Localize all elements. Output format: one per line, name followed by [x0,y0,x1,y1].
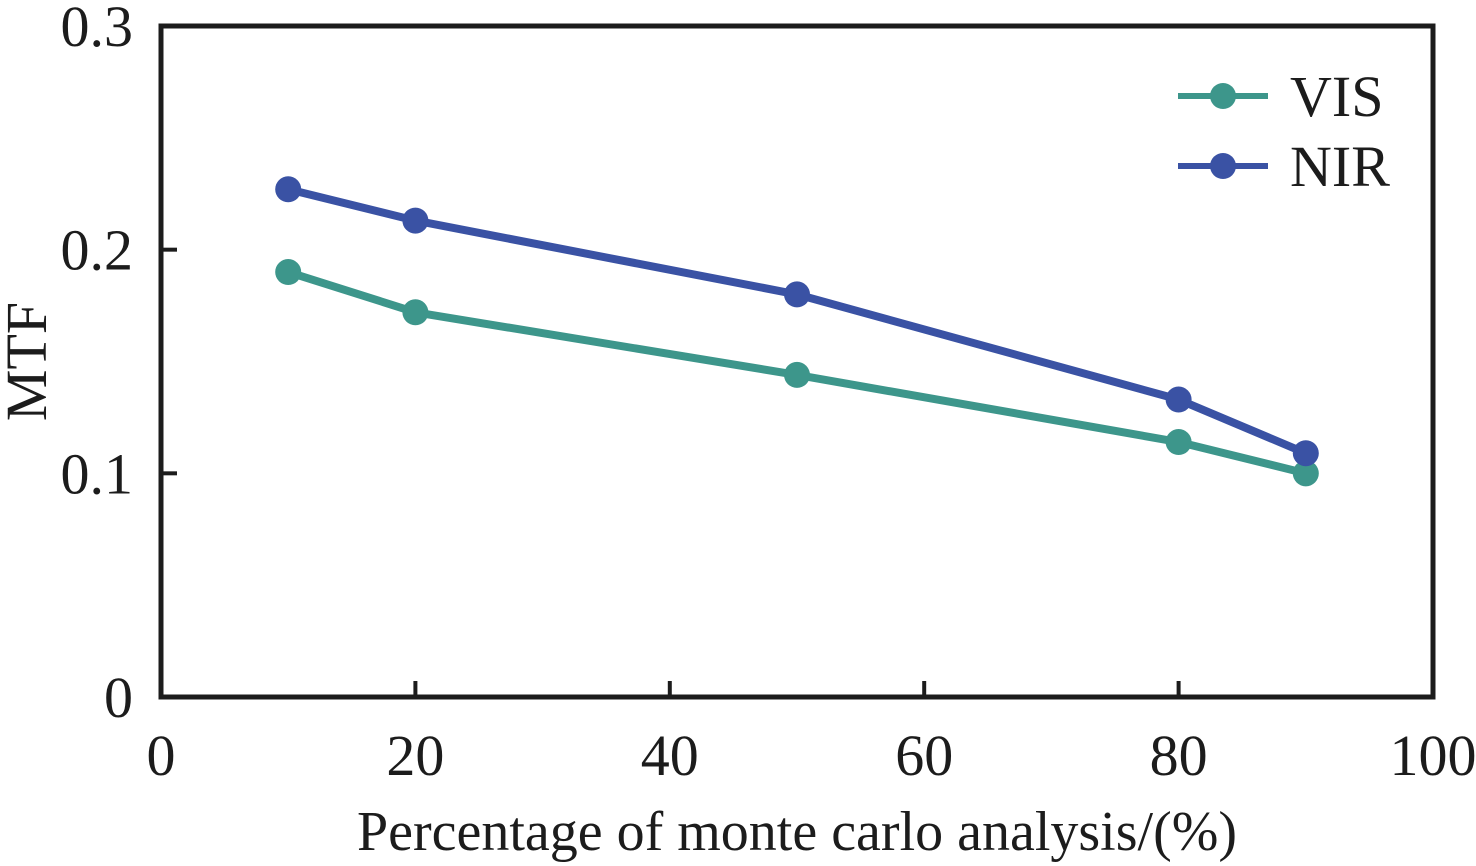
data-point-vis [784,361,810,388]
data-point-vis [275,259,302,286]
series-nir [275,176,1319,467]
x-axis: 0 20 40 60 80 100 [147,681,1476,788]
x-tick-label: 40 [641,723,699,788]
data-point-nir [1165,386,1192,413]
y-tick-label: 0.3 [61,0,134,59]
y-tick-label: 0.2 [61,218,134,283]
y-tick-label: 0 [104,665,133,730]
series-vis [275,259,1319,487]
legend-marker-vis [1210,83,1236,109]
x-tick-label: 100 [1390,723,1476,788]
plot-border [158,23,1436,700]
legend-label-vis: VIS [1290,64,1383,129]
x-axis-title: Percentage of monte carlo analysis/(%) [357,801,1237,863]
x-tick-label: 60 [895,723,953,788]
data-point-vis [1292,460,1319,487]
x-tick-label: 80 [1150,723,1208,788]
y-tick-label: 0.1 [61,441,134,506]
x-tick-label: 20 [386,723,444,788]
plot-frame [158,23,1436,700]
legend-marker-nir [1210,153,1236,179]
data-point-vis [1165,429,1192,456]
data-point-vis [402,299,429,326]
data-point-nir [784,281,810,308]
y-axis-title: MTF [0,302,59,421]
legend-label-nir: NIR [1290,134,1390,199]
data-point-nir [275,176,302,203]
x-tick-label: 0 [147,723,176,788]
y-axis-title: MTF [0,302,59,421]
series-line-nir [284,185,1310,458]
data-point-nir [1292,440,1319,467]
data-point-nir [402,207,429,234]
y-axis: 0 0.1 0.2 0.3 [61,0,177,730]
x-axis-title: Percentage of monte carlo analysis/(%) [357,801,1237,863]
